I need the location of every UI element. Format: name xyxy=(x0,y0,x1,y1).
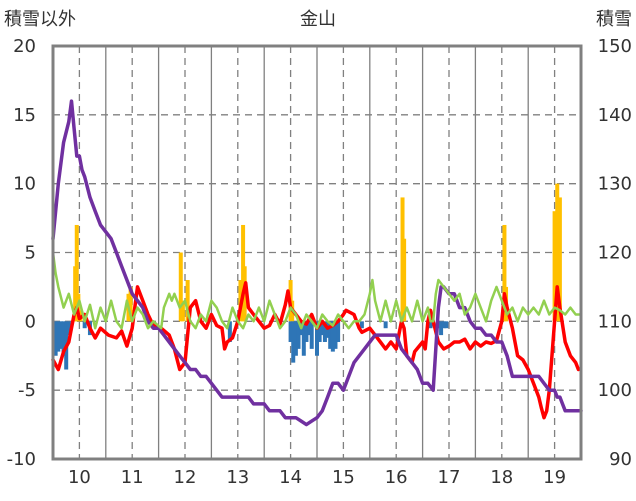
blue-bars-bar xyxy=(330,321,335,352)
orange-bars-bar xyxy=(74,224,79,322)
grid xyxy=(53,46,581,459)
blue-bars-bar xyxy=(53,321,58,356)
orange-bars-bar xyxy=(178,252,183,322)
blue-bars-bar xyxy=(304,321,309,342)
blue-bars-bar xyxy=(66,321,71,336)
x-tick-label: 10 xyxy=(68,467,91,488)
x-tick-label: 14 xyxy=(279,467,302,488)
x-tick-label: 19 xyxy=(543,467,566,488)
blue-bars-bar xyxy=(288,321,293,342)
blue-bars-bar xyxy=(309,321,314,349)
right-tick-label: 120 xyxy=(598,243,632,264)
blue-bars-bar xyxy=(315,321,319,356)
line-series xyxy=(51,99,583,427)
left-tick-label: -10 xyxy=(7,449,36,470)
green-line-series xyxy=(51,251,583,330)
blue-bars-bar xyxy=(301,321,306,356)
right-tick-label: 130 xyxy=(598,174,632,195)
blue-bars-bar xyxy=(293,321,298,356)
blue-bars-bar xyxy=(383,321,388,329)
right-tick-label: 110 xyxy=(598,311,632,332)
blue-bars-bar xyxy=(322,321,327,342)
right-tick-label: 150 xyxy=(598,36,632,57)
x-tick-label: 17 xyxy=(438,467,461,488)
blue-bars-bar xyxy=(82,321,87,329)
blue-bars-bar xyxy=(328,321,333,349)
right-tick-label: 90 xyxy=(609,449,632,470)
x-tick-label: 18 xyxy=(490,467,513,488)
blue-bars-bar xyxy=(227,321,232,342)
right-axis-label: 積雪 xyxy=(596,9,632,30)
purple-line-series xyxy=(51,99,583,427)
x-tick-label: 11 xyxy=(121,467,144,488)
blue-bars-bar xyxy=(317,321,322,342)
left-tick-label: 0 xyxy=(25,311,36,332)
orange-bars-bar xyxy=(502,224,507,322)
blue-bars-bar xyxy=(444,321,449,329)
orange-bars-bar xyxy=(180,300,185,322)
left-tick-label: 10 xyxy=(13,174,36,195)
left-tick-label: 20 xyxy=(13,36,36,57)
blue-bars-bar xyxy=(441,321,446,329)
tick-labels: -10 -5 0 5 10 15 20 90 100 110 120 130 140 150 10 11 12 1… xyxy=(7,36,632,488)
blue-bars-bar xyxy=(58,321,63,349)
orange-bars-bar xyxy=(128,286,133,322)
orange-bars-bar xyxy=(552,211,557,322)
blue-bars-bar xyxy=(359,321,364,329)
left-tick-label: 15 xyxy=(13,105,36,126)
blue-bars-bar xyxy=(336,321,341,342)
blue-bars-bar xyxy=(307,321,312,336)
blue-bars-bar xyxy=(320,321,325,336)
right-tick-label: 100 xyxy=(598,380,632,401)
plot-frame xyxy=(51,44,583,461)
left-axis-label: 積雪以外 xyxy=(4,9,76,30)
blue-bars-bar xyxy=(428,321,433,329)
orange-bars-bar xyxy=(185,280,190,322)
plot-border xyxy=(51,44,583,461)
left-tick-label: -5 xyxy=(18,380,36,401)
orange-bars-bar xyxy=(555,183,560,322)
blue-bars-bar xyxy=(291,321,296,363)
right-tick-label: 140 xyxy=(598,105,632,126)
x-tick-label: 15 xyxy=(332,467,355,488)
blue-bars-bar xyxy=(56,321,61,352)
x-tick-label: 13 xyxy=(226,467,249,488)
x-tick-label: 12 xyxy=(174,467,197,488)
x-tick-label: 16 xyxy=(385,467,408,488)
left-tick-label: 5 xyxy=(25,243,36,264)
orange-bars-bar xyxy=(402,238,407,322)
blue-bars-bar xyxy=(333,321,338,349)
blue-bars-bar xyxy=(439,321,444,336)
blue-bars-bar xyxy=(296,321,301,349)
chart-title: 金山 xyxy=(300,9,336,30)
red-line-series xyxy=(51,281,581,420)
blue-bars-bar xyxy=(61,321,66,356)
orange-bars-bar xyxy=(557,197,562,322)
